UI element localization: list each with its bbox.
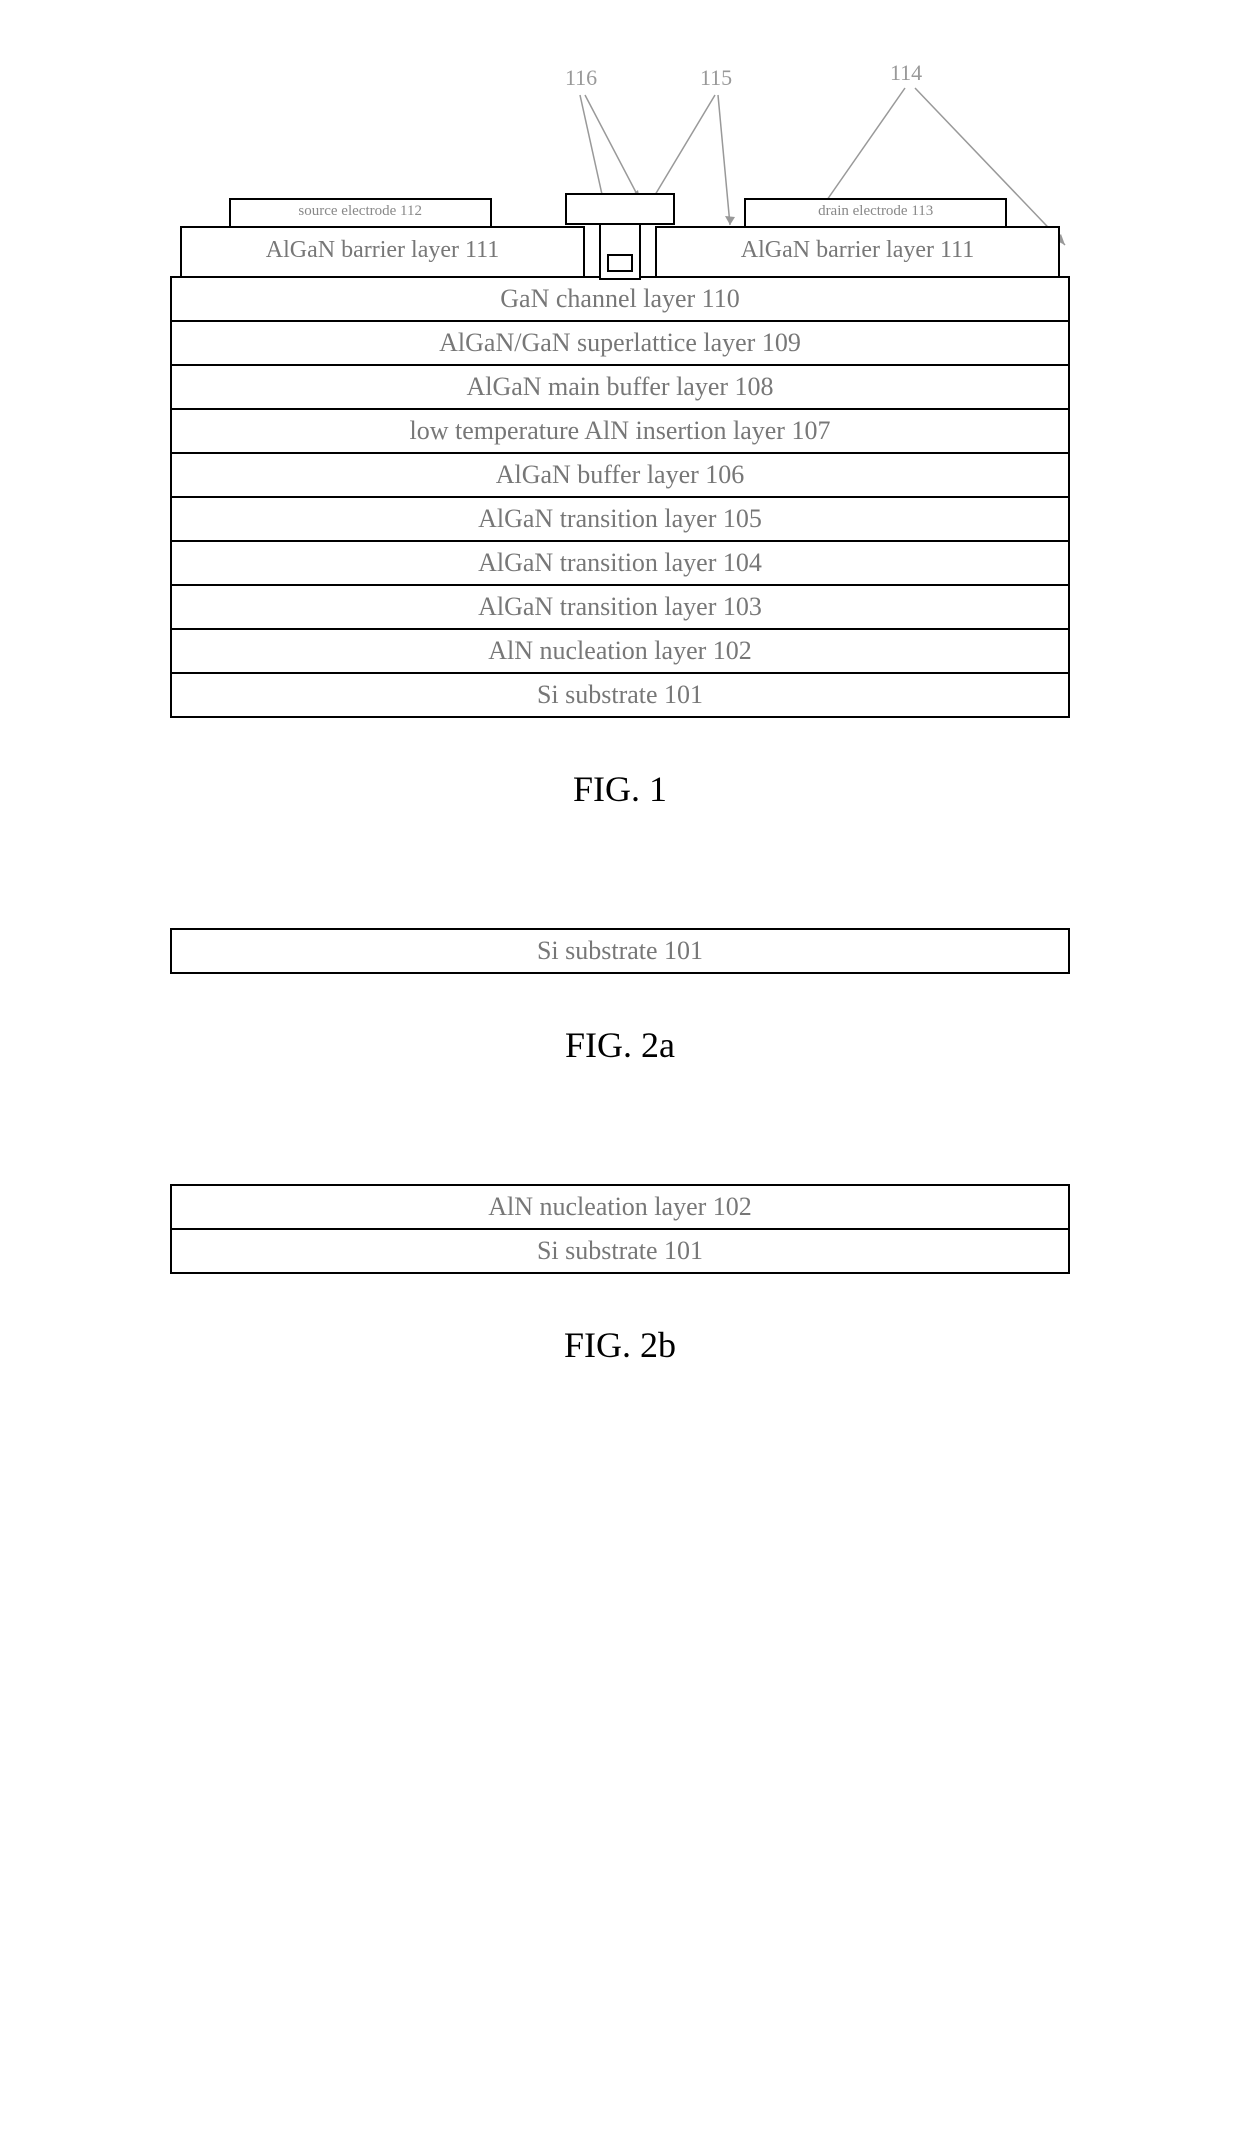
figure-2b: AlN nucleation layer 102 Si substrate 10… <box>40 1184 1200 1366</box>
right-barrier-block: drain electrode 113 AlGaN barrier layer … <box>655 198 1060 278</box>
layer-107: low temperature AlN insertion layer 107 <box>170 408 1070 454</box>
layer-108: AlGaN main buffer layer 108 <box>170 364 1070 410</box>
source-electrode: source electrode 112 <box>229 198 492 228</box>
barrier-right: AlGaN barrier layer 111 <box>655 226 1060 278</box>
layer-102-2b: AlN nucleation layer 102 <box>170 1184 1070 1230</box>
layer-105: AlGaN transition layer 105 <box>170 496 1070 542</box>
barrier-left: AlGaN barrier layer 111 <box>180 226 585 278</box>
layer-101-2b: Si substrate 101 <box>170 1228 1070 1274</box>
layer-110: GaN channel layer 110 <box>170 276 1070 322</box>
gate-inner <box>607 254 633 272</box>
layer-stack-fig2a: Si substrate 101 <box>170 928 1070 974</box>
callout-labels: 116 115 114 <box>170 60 1070 200</box>
top-structure: source electrode 112 AlGaN barrier layer… <box>170 198 1070 278</box>
layer-stack-fig2b: AlN nucleation layer 102 Si substrate 10… <box>170 1184 1070 1274</box>
layer-106: AlGaN buffer layer 106 <box>170 452 1070 498</box>
layer-109: AlGaN/GaN superlattice layer 109 <box>170 320 1070 366</box>
figure-2a: Si substrate 101 FIG. 2a <box>40 928 1200 1066</box>
caption-fig1: FIG. 1 <box>40 768 1200 810</box>
layer-101: Si substrate 101 <box>170 672 1070 718</box>
layer-102: AlN nucleation layer 102 <box>170 628 1070 674</box>
layer-stack-fig1: source electrode 112 AlGaN barrier layer… <box>170 198 1070 718</box>
figure-1: 116 115 114 source electrode 112 Al <box>40 60 1200 810</box>
drain-electrode: drain electrode 113 <box>744 198 1007 228</box>
layer-103: AlGaN transition layer 103 <box>170 584 1070 630</box>
layer-101-2a: Si substrate 101 <box>170 928 1070 974</box>
layer-104: AlGaN transition layer 104 <box>170 540 1070 586</box>
left-barrier-block: source electrode 112 AlGaN barrier layer… <box>180 198 585 278</box>
caption-fig2b: FIG. 2b <box>40 1324 1200 1366</box>
gate-cap <box>565 193 675 225</box>
caption-fig2a: FIG. 2a <box>40 1024 1200 1066</box>
gate-structure <box>585 198 655 278</box>
